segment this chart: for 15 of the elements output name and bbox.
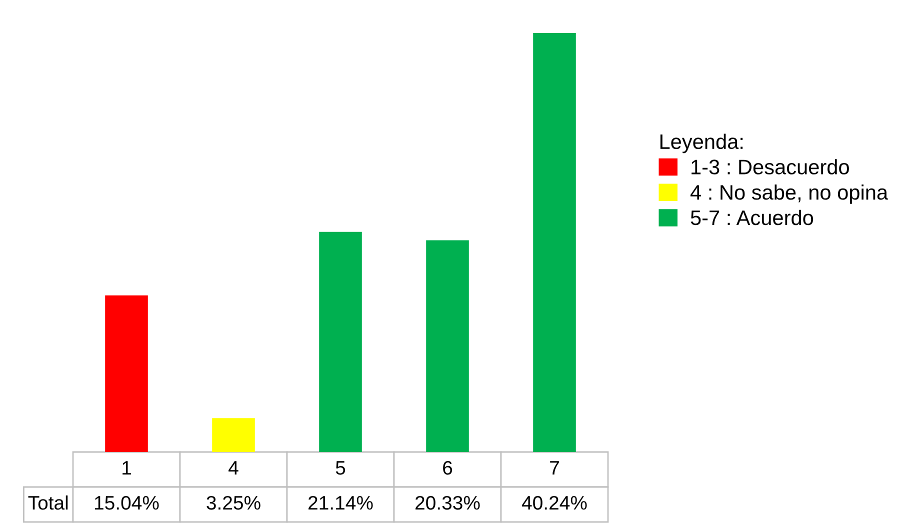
legend-label: 1-3 : Desacuerdo <box>692 159 849 174</box>
legend-label: 4 : No sabe, no opina <box>690 184 888 204</box>
legend-label: 5-7 : Acuerdo <box>690 210 814 226</box>
x-tick-label: 5 <box>336 461 346 475</box>
data-label: 40.24% <box>522 496 587 510</box>
text: Total <box>28 495 68 510</box>
x-tick-label: 7 <box>550 461 559 475</box>
x-tick-label: 1 <box>122 461 131 475</box>
data-label: 15.04% <box>95 496 159 510</box>
legend-title: Leyenda: <box>660 134 743 154</box>
x-tick-label: 6 <box>443 460 452 475</box>
x-tick-label: 4 <box>228 461 238 475</box>
data-label: 3.25% <box>206 496 260 510</box>
data-label: 21.14% <box>308 496 373 510</box>
data-label: 20.33% <box>416 496 480 510</box>
